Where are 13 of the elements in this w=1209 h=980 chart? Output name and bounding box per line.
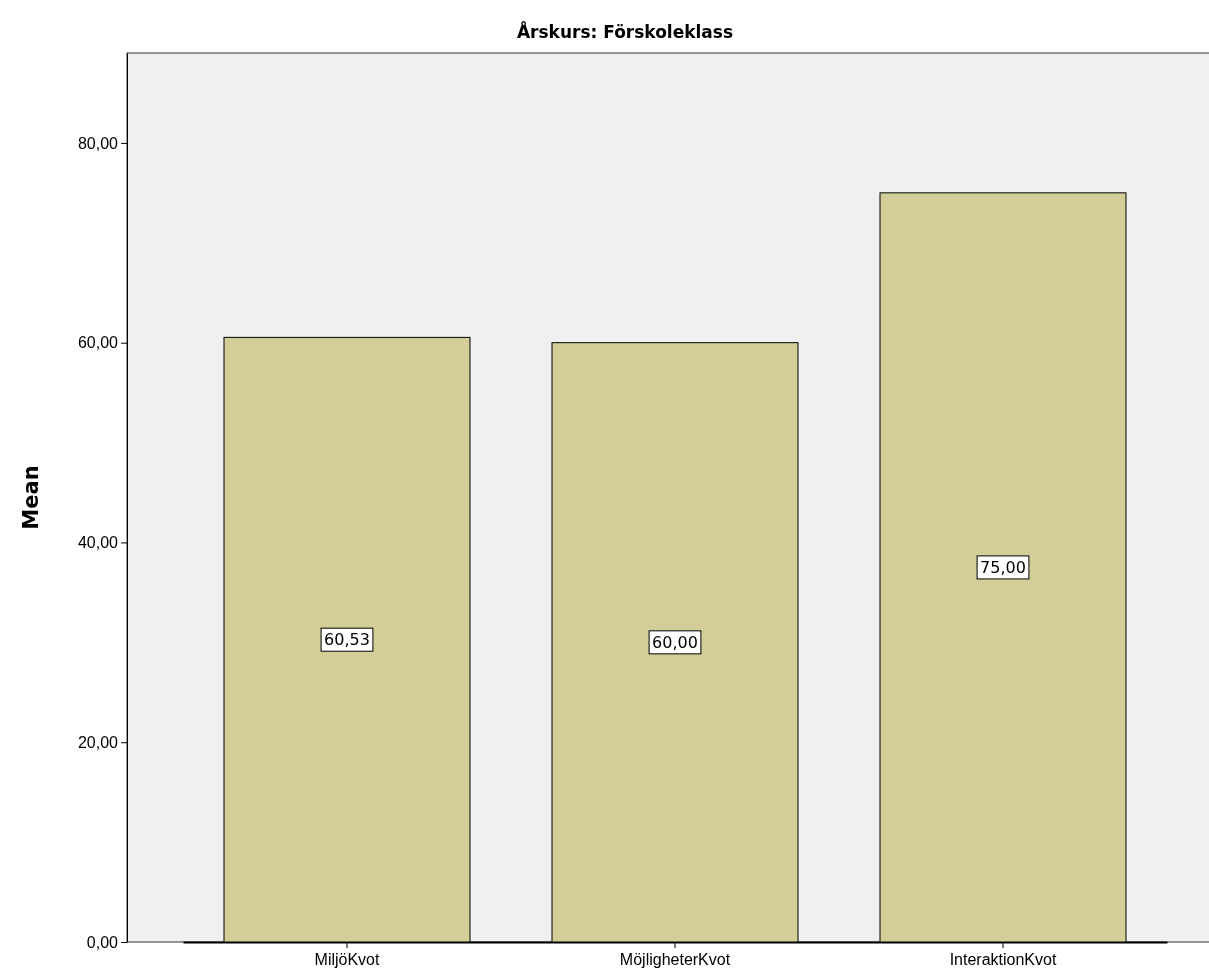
y-tick-label: 80,00: [77, 134, 119, 152]
data-label: 60,53: [324, 630, 370, 650]
y-tick-label: 0,00: [86, 933, 119, 951]
x-tick-label: MöjligheterKvot: [619, 951, 731, 969]
chart-title: Årskurs: Förskoleklass: [516, 20, 734, 42]
y-tick-label: 60,00: [77, 334, 119, 352]
x-tick-label: MiljöKvot: [314, 951, 381, 969]
x-tick-label: InteraktionKvot: [949, 951, 1057, 969]
data-label: 60,00: [652, 632, 698, 652]
y-tick-label: 20,00: [77, 733, 119, 751]
y-axis-title: Mean: [19, 465, 43, 530]
y-tick-label: 40,00: [77, 534, 119, 552]
data-label: 75,00: [980, 557, 1026, 577]
